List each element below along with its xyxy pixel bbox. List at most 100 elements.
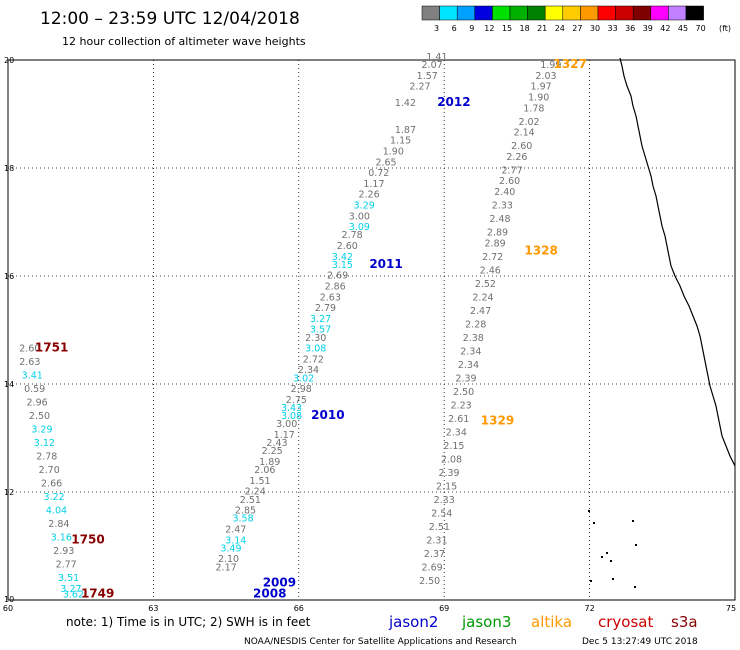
swh-value: 1.57 [417, 71, 438, 82]
swh-value: 2.78 [36, 452, 57, 463]
x-tick-label: 63 [148, 604, 158, 613]
swh-value: 2.15 [436, 481, 457, 492]
swh-value: 2.52 [475, 279, 496, 290]
swh-value: 2.77 [56, 560, 77, 571]
satellite-name: jason3 [461, 613, 511, 631]
swh-value: 3.27 [60, 584, 81, 595]
swh-value: 1.99 [540, 60, 561, 71]
swh-value: 2.14 [514, 128, 535, 139]
satellite-name: jason2 [388, 613, 438, 631]
scale-label: 42 [660, 24, 670, 33]
y-tick-label: 10 [4, 595, 14, 604]
scale-swatch [562, 5, 581, 21]
swh-value: 1.51 [249, 476, 270, 487]
swh-value: 3.29 [354, 201, 375, 212]
swh-value: 2.48 [489, 214, 510, 225]
swh-value: 1.78 [523, 103, 544, 114]
swh-value: 2.46 [480, 265, 501, 276]
x-tick-label: 60 [3, 604, 13, 613]
swh-value: 2.69 [422, 562, 443, 573]
swh-value: 2.75 [286, 395, 307, 406]
scale-swatch [580, 5, 599, 21]
satellite-name: altika [531, 613, 572, 631]
swh-value: 3.08 [281, 411, 302, 422]
swh-value: 3.22 [43, 492, 64, 503]
x-tick-label: 72 [585, 604, 595, 613]
swh-value: 2.10 [218, 554, 239, 565]
swh-value: 2.63 [19, 357, 40, 368]
swh-value: 3.43 [281, 403, 302, 414]
scale-swatch [509, 5, 528, 21]
x-tick-label: 66 [294, 604, 304, 613]
swh-value: 2.79 [315, 303, 336, 314]
swh-value: 3.15 [332, 260, 353, 271]
swh-value: 2.89 [487, 228, 508, 239]
scale-label: 36 [625, 24, 635, 33]
swh-value: 2.31 [426, 535, 447, 546]
swh-value: 1.90 [383, 147, 404, 158]
scale-swatch [650, 5, 669, 21]
pass-label: 1749 [81, 586, 114, 600]
swh-value: 2.38 [463, 333, 484, 344]
scale-swatch [597, 5, 616, 21]
swh-value: 2.47 [470, 306, 491, 317]
swh-value: 2.34 [460, 346, 481, 357]
swh-value: 1.87 [395, 125, 416, 136]
swh-value: 2.26 [358, 190, 379, 201]
swh-value: 2.17 [216, 562, 237, 573]
swh-value: 2.63 [320, 292, 341, 303]
swh-value: 3.00 [349, 211, 370, 222]
scale-label: 12 [484, 24, 494, 33]
y-tick-label: 20 [4, 56, 14, 65]
island-dot [590, 580, 592, 582]
satellite-name: cryosat [598, 613, 653, 631]
scale-swatch [685, 5, 704, 21]
footer-credit: NOAA/NESDIS Center for Satellite Applica… [244, 637, 517, 647]
footer-note: note: 1) Time is in UTC; 2) SWH is in fe… [66, 615, 311, 629]
swh-value: 2.02 [518, 117, 539, 128]
scale-swatch [421, 5, 440, 21]
satellite-legend: jason2 jason3 altika cryosat s3a [388, 613, 698, 631]
island-dot [632, 520, 634, 522]
scale-label: 45 [678, 24, 688, 33]
swh-value: 2.96 [27, 398, 48, 409]
swh-value: 3.57 [310, 325, 331, 336]
coastline-path [619, 57, 736, 467]
swh-value: 3.16 [51, 533, 72, 544]
scale-label: 3 [434, 24, 439, 33]
y-tick-label: 16 [4, 272, 14, 281]
swh-value: 2.27 [409, 82, 430, 93]
swh-value: 3.09 [349, 222, 370, 233]
island-dot [606, 552, 608, 554]
swh-value: 0.72 [368, 168, 389, 179]
swh-points: 1.412.071.572.271.421.871.151.902.650.72… [19, 52, 561, 600]
swh-value: 2.85 [235, 506, 256, 517]
x-tick-label: 69 [439, 604, 449, 613]
scale-label: 9 [469, 24, 474, 33]
scale-swatch [615, 5, 634, 21]
island-dot [588, 510, 590, 512]
scale-label: 30 [590, 24, 600, 33]
swh-value: 3.51 [58, 573, 79, 584]
swh-value: 1.41 [426, 52, 447, 63]
swh-value: 2.84 [48, 519, 69, 530]
y-tick-label: 18 [4, 164, 14, 173]
swh-value: 2.43 [266, 438, 287, 449]
swh-value: 2.77 [501, 165, 522, 176]
swh-value: 2.24 [472, 292, 493, 303]
chart-title: 12:00 – 23:59 UTC 12/04/2018 [40, 9, 300, 29]
scale-swatch [474, 5, 493, 21]
coastline [588, 57, 736, 588]
pass-label: 1328 [524, 243, 557, 257]
swh-value: 2.51 [240, 495, 261, 506]
scale-swatch [527, 5, 546, 21]
swh-value: 2.93 [53, 546, 74, 557]
scale-label: 39 [643, 24, 653, 33]
swh-value: 1.17 [363, 179, 384, 190]
swh-value: 2.70 [39, 465, 60, 476]
swh-value: 2.60 [19, 344, 40, 355]
scale-label: 15 [502, 24, 512, 33]
island-dot [634, 586, 636, 588]
